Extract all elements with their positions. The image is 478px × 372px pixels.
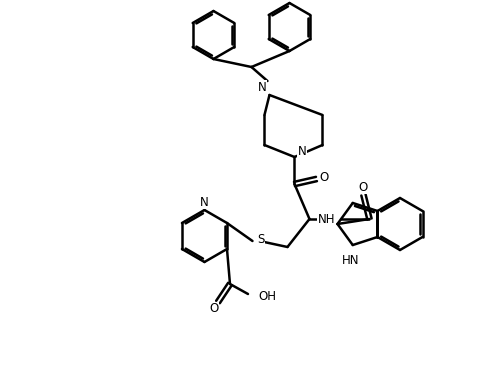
Text: N: N (297, 144, 306, 157)
Text: HN: HN (342, 254, 359, 267)
Text: O: O (359, 180, 368, 193)
Text: N: N (200, 196, 209, 208)
Text: NH: NH (318, 212, 336, 225)
Text: O: O (209, 302, 218, 315)
Text: O: O (320, 170, 329, 183)
Text: N: N (258, 80, 266, 93)
Text: OH: OH (258, 291, 276, 304)
Text: S: S (257, 232, 264, 246)
